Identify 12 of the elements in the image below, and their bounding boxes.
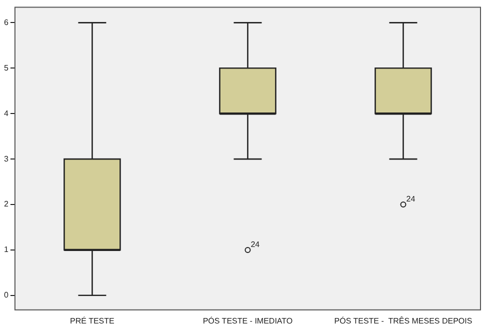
y-tick-label: 1 bbox=[4, 245, 9, 254]
y-tick-label: 5 bbox=[4, 63, 9, 72]
annotation: 24 bbox=[406, 194, 416, 204]
y-tick-label: 2 bbox=[4, 200, 9, 209]
x-tick-label: PÓS TESTE - TRÊS MESES DEPOIS bbox=[334, 316, 472, 326]
y-tick-label: 4 bbox=[4, 108, 9, 118]
y-tick-label: 0 bbox=[4, 290, 9, 300]
x-tick-label: PÓS TESTE - IMEDIATO bbox=[202, 316, 293, 326]
y-tick-label: 6 bbox=[4, 18, 9, 27]
x-tick-label: PRÉ TESTE bbox=[70, 316, 114, 326]
annotation: 24 bbox=[250, 240, 260, 250]
y-tick-label: 3 bbox=[4, 154, 9, 164]
